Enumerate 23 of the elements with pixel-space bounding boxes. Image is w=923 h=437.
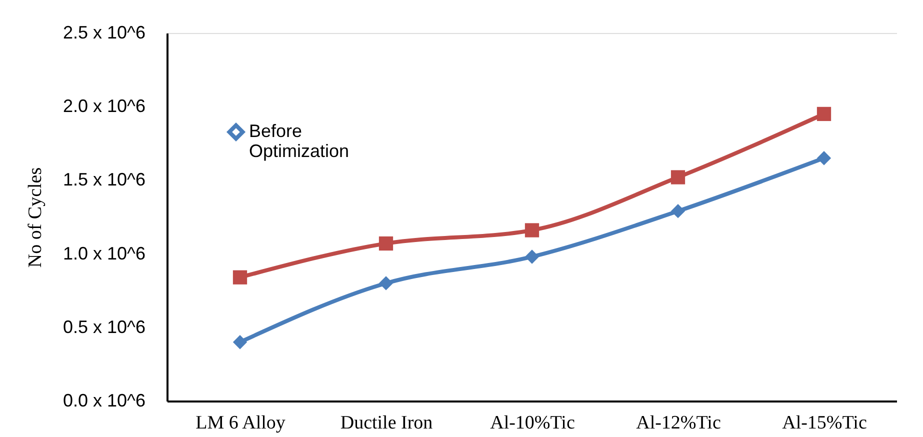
point: [670, 170, 686, 184]
point: [816, 106, 832, 122]
y-tick-label: 1.0 x 10^6: [62, 243, 146, 264]
y-tick-label: 0.5 x 10^6: [62, 316, 146, 337]
point: [524, 250, 540, 264]
y-tick-label: 2.5 x 10^6: [62, 22, 146, 42]
point: [378, 236, 394, 251]
y-tick-label: 1.5 x 10^6: [62, 170, 146, 190]
x-tick-label: Al-15%Tic: [782, 412, 867, 434]
point: [816, 151, 832, 166]
x-tick-label: Al-10%Tic: [490, 412, 575, 434]
x-tick-label: Ductile Iron: [340, 412, 434, 434]
point: [232, 270, 248, 284]
y-tick-label: 2.0 x 10^6: [62, 96, 146, 116]
y-axis-title: No of Cycles: [24, 167, 46, 268]
x-tick-label: LM 6 Alloy: [196, 412, 286, 434]
legend-label: Before Optimization: [249, 121, 350, 161]
point: [670, 204, 686, 218]
x-tick-label: Al-12%Tic: [636, 412, 721, 434]
y-tick-label: 0.0 x 10^6: [62, 390, 146, 410]
point: [378, 276, 394, 290]
point: [232, 335, 248, 350]
point: [524, 223, 540, 238]
